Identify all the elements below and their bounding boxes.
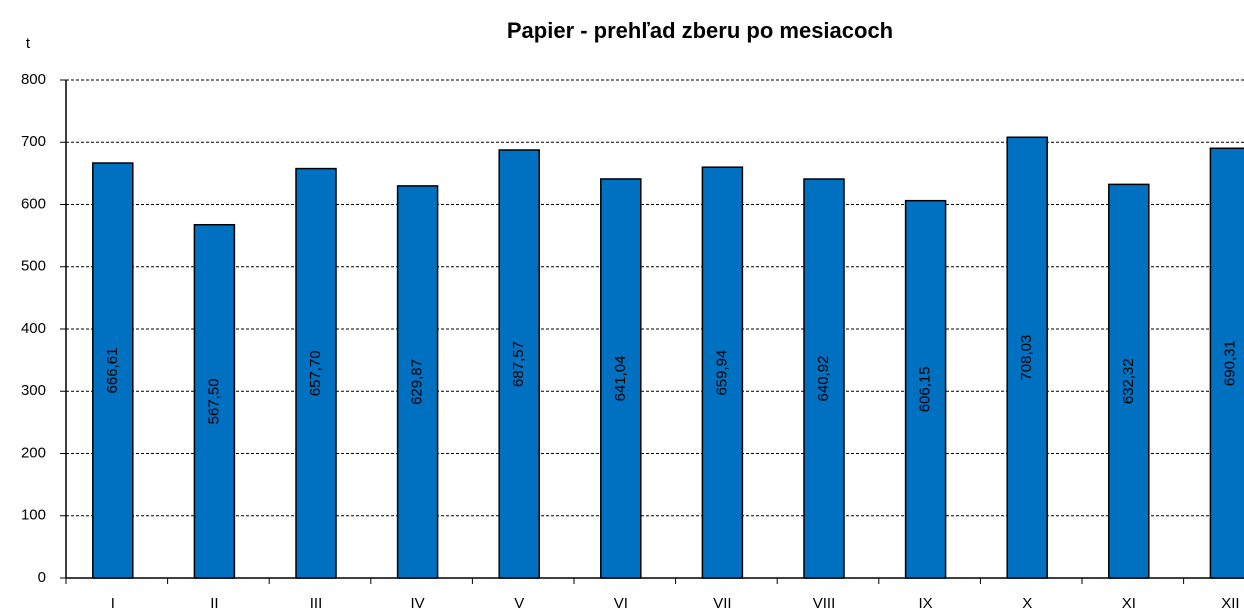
bar — [1006, 136, 1048, 579]
data-label: 632,32 — [1120, 358, 1137, 404]
data-label: 690,31 — [1221, 340, 1238, 386]
x-tick-label: XI — [1122, 595, 1136, 612]
x-tick-label: I — [111, 595, 115, 612]
x-tick-label: XII — [1221, 595, 1239, 612]
data-label: 666,61 — [104, 348, 121, 394]
data-label: 640,92 — [815, 356, 832, 402]
x-tick-label: II — [210, 595, 218, 612]
x-tick-label: VII — [713, 595, 731, 612]
y-tick-label: 0 — [38, 569, 46, 586]
x-tick-label: VIII — [813, 595, 836, 612]
data-label: 629,87 — [409, 359, 426, 405]
x-tick-label: IX — [919, 595, 933, 612]
data-label: 657,70 — [307, 350, 324, 396]
x-tick-label: V — [514, 595, 524, 612]
bar — [498, 149, 540, 579]
bar — [1108, 183, 1150, 579]
y-tick-label: 400 — [21, 320, 46, 337]
data-label: 567,50 — [205, 378, 222, 424]
y-tick-label: 200 — [21, 444, 46, 461]
x-tick-label: IV — [411, 595, 425, 612]
data-label: 641,04 — [612, 356, 629, 402]
data-label: 659,94 — [713, 350, 730, 396]
chart-title: Papier - prehľad zberu po mesiacoch — [507, 18, 893, 43]
x-tick-label: VI — [614, 595, 628, 612]
bar — [701, 166, 744, 579]
bar — [193, 223, 236, 579]
bar — [803, 178, 845, 579]
bar — [904, 199, 947, 579]
bar — [295, 167, 337, 579]
y-tick-label: 800 — [21, 71, 46, 88]
x-tick-label: X — [1022, 595, 1032, 612]
bar — [92, 162, 134, 579]
y-tick-label: 700 — [21, 133, 46, 150]
bar — [396, 185, 439, 579]
y-tick-label: 300 — [21, 382, 46, 399]
data-label: 687,57 — [510, 341, 527, 387]
bar — [600, 178, 642, 579]
data-label: 606,15 — [917, 366, 934, 412]
y-tick-label: 100 — [21, 507, 46, 524]
y-tick-label: 600 — [21, 195, 46, 212]
data-label: 708,03 — [1018, 335, 1035, 381]
bar — [1209, 147, 1244, 579]
y-tick-label: 500 — [21, 258, 46, 275]
y-axis-label: t — [26, 35, 31, 52]
x-tick-label: III — [310, 595, 323, 612]
